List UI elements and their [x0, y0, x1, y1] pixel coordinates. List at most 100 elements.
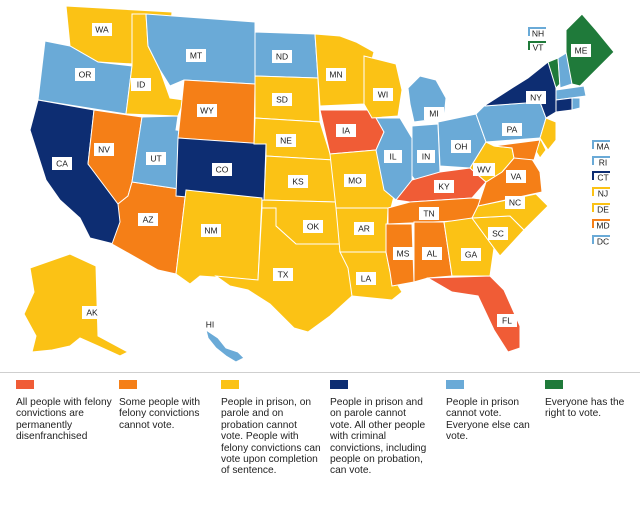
- svg-text:TX: TX: [278, 270, 289, 280]
- state-label: NV: [94, 143, 114, 156]
- svg-text:FL: FL: [502, 316, 512, 326]
- state-label: WY: [197, 104, 217, 117]
- svg-text:IA: IA: [342, 126, 350, 136]
- state-label: FL: [497, 314, 517, 327]
- svg-text:CT: CT: [597, 173, 608, 183]
- state-label: CA: [52, 157, 72, 170]
- state-label: GA: [461, 248, 481, 261]
- state-labels: WA OR CA ID NV AZ UT MT WY CO NM ND SD N…: [52, 23, 591, 331]
- state-label: HI: [200, 318, 220, 331]
- svg-text:NJ: NJ: [598, 189, 608, 199]
- svg-text:AR: AR: [358, 224, 370, 234]
- svg-text:MD: MD: [596, 221, 609, 231]
- small-state-chip: MA: [592, 140, 612, 152]
- state-label: IA: [336, 124, 356, 137]
- state-nj-shape: [539, 117, 557, 151]
- svg-text:NH: NH: [532, 29, 544, 39]
- state-label: WI: [373, 88, 393, 101]
- svg-text:SD: SD: [276, 95, 288, 105]
- state-label: VA: [506, 170, 526, 183]
- svg-text:SC: SC: [492, 229, 504, 239]
- state-nc: [471, 193, 549, 231]
- small-state-chip: DC: [592, 235, 612, 247]
- legend-swatch: [446, 380, 464, 389]
- state-label: KS: [288, 175, 308, 188]
- legend-text: Everyone has the right to vote.: [545, 397, 625, 420]
- svg-text:VA: VA: [511, 172, 522, 182]
- state-label: AL: [422, 247, 442, 260]
- state-label: ND: [272, 50, 292, 63]
- state-md-shape: [493, 139, 541, 161]
- state-label: NY: [526, 91, 546, 104]
- state-label: AK: [82, 306, 102, 319]
- svg-text:AK: AK: [86, 308, 98, 318]
- state-label: MS: [393, 247, 413, 260]
- state-label: CO: [212, 163, 232, 176]
- state-label: MI: [424, 107, 444, 120]
- small-state-chip: VT: [528, 41, 546, 53]
- legend-swatch: [545, 380, 563, 389]
- svg-text:DC: DC: [597, 237, 609, 247]
- svg-text:MI: MI: [429, 109, 438, 119]
- small-state-chip: DE: [592, 203, 612, 215]
- states-layer: [23, 5, 615, 363]
- svg-text:GA: GA: [465, 250, 478, 260]
- svg-text:OK: OK: [307, 222, 320, 232]
- state-label: WV: [473, 163, 495, 176]
- svg-text:WY: WY: [200, 106, 214, 116]
- state-label: OK: [303, 220, 323, 233]
- svg-text:MN: MN: [329, 70, 342, 80]
- svg-text:MT: MT: [190, 51, 202, 61]
- state-label: ID: [131, 78, 151, 91]
- legend-swatch: [330, 380, 348, 389]
- state-label: MN: [326, 68, 346, 81]
- svg-text:NM: NM: [204, 226, 217, 236]
- state-label: TX: [273, 268, 293, 281]
- small-state-chip: MD: [592, 219, 612, 231]
- svg-text:MS: MS: [397, 249, 410, 259]
- state-label: UT: [146, 152, 166, 165]
- small-state-chip: RI: [592, 156, 612, 168]
- state-ct-shape: [555, 97, 573, 113]
- svg-text:MA: MA: [597, 142, 610, 152]
- small-state-chip: NJ: [592, 187, 612, 199]
- svg-text:TN: TN: [423, 209, 434, 219]
- svg-text:NE: NE: [280, 136, 292, 146]
- state-label: MO: [344, 174, 366, 187]
- legend-item: All people with felony convictions are p…: [16, 380, 116, 443]
- svg-text:MO: MO: [348, 176, 362, 186]
- svg-text:IL: IL: [389, 152, 396, 162]
- svg-text:DE: DE: [597, 205, 609, 215]
- state-label: TN: [419, 207, 439, 220]
- svg-text:AL: AL: [427, 249, 438, 259]
- legend-swatch: [16, 380, 34, 389]
- svg-text:OH: OH: [455, 142, 468, 152]
- state-fl: [426, 275, 521, 353]
- small-state-chip: CT: [592, 171, 612, 183]
- state-label: LA: [356, 272, 376, 285]
- svg-text:ND: ND: [276, 52, 288, 62]
- svg-text:HI: HI: [206, 320, 215, 330]
- svg-text:LA: LA: [361, 274, 372, 284]
- svg-text:WV: WV: [477, 165, 491, 175]
- small-state-chips: NH VT MA RI CT NJ DE MD DC: [528, 27, 612, 247]
- svg-text:RI: RI: [599, 158, 608, 168]
- state-label: IL: [384, 150, 402, 163]
- svg-text:NC: NC: [509, 198, 521, 208]
- legend-swatch: [119, 380, 137, 389]
- svg-text:IN: IN: [422, 152, 431, 162]
- legend-item: People in prison and on parole cannot vo…: [330, 380, 430, 477]
- svg-text:PA: PA: [507, 125, 518, 135]
- state-ga: [443, 217, 495, 277]
- legend-item: People in prison cannot vote. Everyone e…: [446, 380, 546, 443]
- state-label: NE: [276, 134, 296, 147]
- svg-text:KS: KS: [292, 177, 304, 187]
- legend-text: People in prison and on parole cannot vo…: [330, 397, 427, 477]
- state-label: PA: [502, 123, 522, 136]
- state-label: AR: [354, 222, 374, 235]
- small-state-chip: NH: [528, 27, 546, 39]
- state-ak: [23, 253, 130, 357]
- legend-item: People in prison, on parole and on proba…: [221, 380, 321, 477]
- legend-item: Some people with felony convictions cann…: [119, 380, 219, 431]
- svg-text:CA: CA: [56, 159, 68, 169]
